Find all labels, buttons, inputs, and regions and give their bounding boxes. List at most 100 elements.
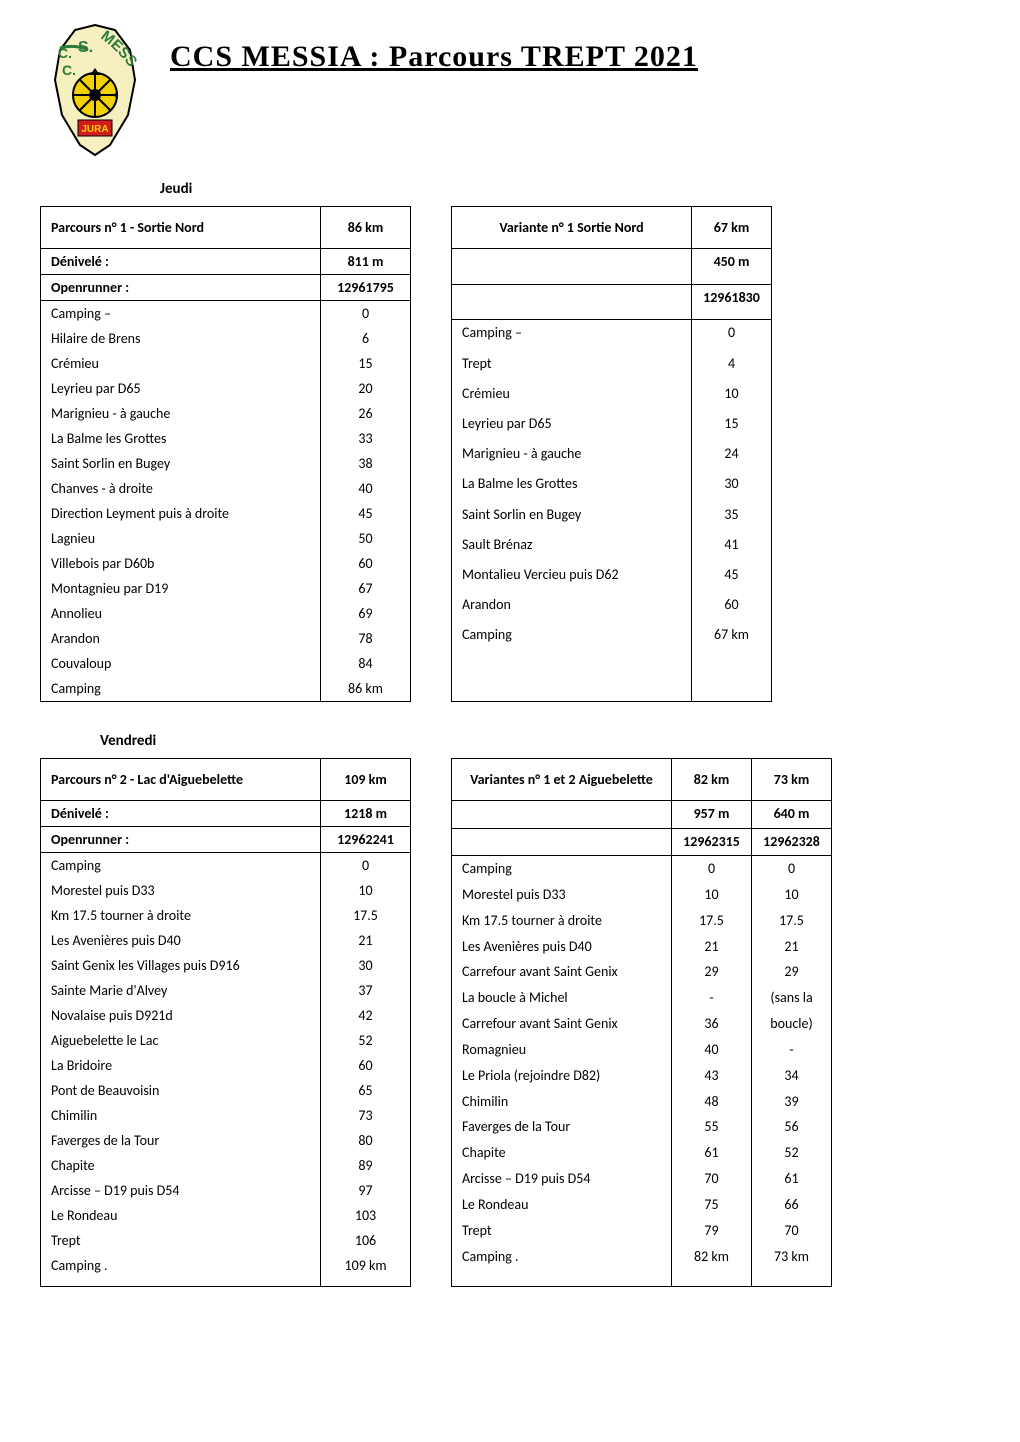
table-row-name: Annolieu: [41, 601, 321, 626]
t2v-header-val1: 82 km: [672, 759, 752, 801]
table-row-name: Saint Sorlin en Bugey: [452, 502, 692, 532]
table-row-name: Carrefour avant Saint Genix: [452, 959, 672, 985]
t1v-open-val: 12961830: [692, 284, 772, 320]
table-row-value: 0: [752, 856, 832, 882]
day2-label: Vendredi: [100, 732, 980, 750]
table-row-name: Carrefour avant Saint Genix: [452, 1011, 672, 1037]
table-row-value: 67 km: [692, 622, 772, 652]
table-row-value: 109 km: [321, 1253, 411, 1278]
table-row-name: Marignieu - à gauche: [452, 441, 692, 471]
table-row-value: 45: [692, 562, 772, 592]
table-row-value: 30: [692, 471, 772, 501]
table-row-value: 50: [321, 526, 411, 551]
table-row-value: 106: [321, 1228, 411, 1253]
table-row-value: [672, 1269, 752, 1277]
table-row-value: 66: [752, 1192, 832, 1218]
table-row-name: Morestel puis D33: [41, 878, 321, 903]
table-row-name: Chanves - à droite: [41, 476, 321, 501]
table-row-value: boucle): [752, 1011, 832, 1037]
table-row-name: Morestel puis D33: [452, 882, 672, 908]
table-row-name: Le Rondeau: [41, 1203, 321, 1228]
table-row-name: [452, 681, 692, 691]
table-row-name: Trept: [41, 1228, 321, 1253]
table-row-name: Trept: [452, 1218, 672, 1244]
table-row-name: Faverges de la Tour: [41, 1128, 321, 1153]
table-row-name: Marignieu - à gauche: [41, 401, 321, 426]
table-row-value: 80: [321, 1128, 411, 1153]
table-row-value: 21: [672, 934, 752, 960]
table-row-value: 61: [672, 1140, 752, 1166]
t1-deniv-val: 811 m: [321, 249, 411, 275]
table-row-name: Le Rondeau: [452, 1192, 672, 1218]
page-header: C. C. S. MESSIA JURA CCS MESSIA : Parcou…: [40, 20, 980, 160]
table-row-value: 30: [321, 953, 411, 978]
table-row-value: 21: [752, 934, 832, 960]
table-row-name: Km 17.5 tourner à droite: [41, 903, 321, 928]
table-row-name: La Balme les Grottes: [452, 471, 692, 501]
table-row-value: 21: [321, 928, 411, 953]
table-row-name: Crémieu: [41, 351, 321, 376]
table-row-name: Camping: [41, 676, 321, 702]
table-row-name: Les Avenières puis D40: [452, 934, 672, 960]
table-row-value: 17.5: [321, 903, 411, 928]
table-row-value: 17.5: [672, 908, 752, 934]
table-row-name: Sault Brénaz: [452, 532, 692, 562]
table-row-value: 6: [321, 326, 411, 351]
table-row-name: [452, 1269, 672, 1277]
svg-text:C.: C.: [58, 45, 72, 61]
day1-label: Jeudi: [160, 180, 980, 198]
table-row-name: Trept: [452, 351, 692, 381]
table-row-name: Chimilin: [452, 1089, 672, 1115]
table-row-value: 35: [692, 502, 772, 532]
table-row-name: [452, 1278, 672, 1287]
table-row-name: [452, 691, 692, 701]
table-row-name: Crémieu: [452, 381, 692, 411]
table-row-value: 43: [672, 1063, 752, 1089]
table-row-value: [692, 691, 772, 701]
t2-header-val: 109 km: [321, 759, 411, 801]
table-row-value: 29: [752, 959, 832, 985]
table-row-value: 82 km: [672, 1244, 752, 1270]
table-row-value: 52: [321, 1028, 411, 1053]
t2v-open-blank: [452, 828, 672, 856]
t2-deniv-label: Dénivelé :: [41, 801, 321, 827]
table-row-name: Arcisse – D19 puis D54: [452, 1166, 672, 1192]
t2-header: Parcours n° 2 - Lac d'Aiguebelette: [41, 759, 321, 801]
table-row-name: Chapite: [452, 1140, 672, 1166]
table-row-value: 40: [672, 1037, 752, 1063]
t2-deniv-val: 1218 m: [321, 801, 411, 827]
table-row-value: [321, 1278, 411, 1287]
table-row-value: 52: [752, 1140, 832, 1166]
svg-text:S.: S.: [78, 39, 93, 56]
table-row-name: Lagnieu: [41, 526, 321, 551]
table-row-value: 0: [692, 320, 772, 351]
table-row-value: 0: [672, 856, 752, 882]
table-row-value: [672, 1278, 752, 1287]
table-row-value: 67: [321, 576, 411, 601]
table-row-value: 69: [321, 601, 411, 626]
tables-row-2: Parcours n° 2 - Lac d'Aiguebelette 109 k…: [40, 758, 980, 1287]
table-row-value: 20: [321, 376, 411, 401]
table-row-value: 84: [321, 651, 411, 676]
table-row-value: 103: [321, 1203, 411, 1228]
svg-text:C.: C.: [62, 62, 76, 78]
table-row-name: Camping –: [41, 301, 321, 327]
table-row-value: 73 km: [752, 1244, 832, 1270]
table-row-value: [752, 1269, 832, 1277]
table-row-value: 60: [692, 592, 772, 622]
t1-open-val: 12961795: [321, 275, 411, 301]
table-row-value: 48: [672, 1089, 752, 1115]
table-row-value: [692, 681, 772, 691]
table-row-value: 45: [321, 501, 411, 526]
table-row-value: [692, 672, 772, 682]
table-row-value: 56: [752, 1114, 832, 1140]
t1v-open-label: [452, 284, 692, 320]
table-row-name: [452, 662, 692, 672]
t1v-header-val: 67 km: [692, 207, 772, 249]
table-row-name: Hilaire de Brens: [41, 326, 321, 351]
table-row-name: Faverges de la Tour: [452, 1114, 672, 1140]
table-row-value: 70: [672, 1166, 752, 1192]
table-row-value: 0: [321, 853, 411, 879]
table-row-name: [452, 672, 692, 682]
table-row-value: 86 km: [321, 676, 411, 702]
